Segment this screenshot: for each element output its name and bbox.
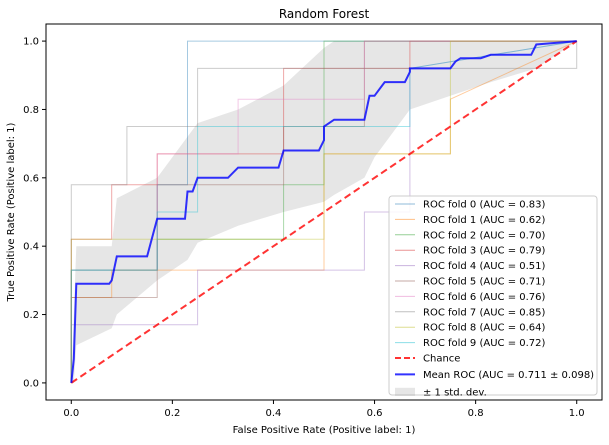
mean-roc-line	[70, 40, 577, 384]
legend-label-fold-0: ROC fold 0 (AUC = 0.83)	[423, 200, 546, 211]
x-tick-label: 1.0	[569, 408, 585, 419]
legend-label-fold-2: ROC fold 2 (AUC = 0.70)	[423, 230, 546, 241]
legend-label-fold-8: ROC fold 8 (AUC = 0.64)	[423, 323, 546, 334]
roc-fold-8-line	[70, 40, 577, 383]
plot-frame	[45, 23, 603, 401]
legend-label-fold-4: ROC fold 4 (AUC = 0.51)	[423, 261, 546, 272]
std-band-layer	[71, 41, 577, 383]
legend-label-fold-1: ROC fold 1 (AUC = 0.62)	[423, 215, 546, 226]
legend-swatch-std	[395, 387, 415, 396]
roc-fold-5-line	[70, 40, 577, 383]
roc-fold-9-line	[70, 40, 577, 383]
roc-fold-0-line	[70, 40, 577, 383]
legend-label-fold-7: ROC fold 7 (AUC = 0.85)	[423, 307, 546, 318]
legend-label-fold-9: ROC fold 9 (AUC = 0.72)	[423, 338, 546, 349]
chart-title: Random Forest	[279, 7, 370, 21]
y-axis-label: True Positive Rate (Positive label: 1)	[6, 122, 17, 302]
y-tick-label: 0.8	[23, 105, 39, 116]
legend-label-mean: Mean ROC (AUC = 0.711 ± 0.098)	[423, 370, 594, 381]
std-band	[71, 41, 577, 383]
mean-roc-layer	[70, 40, 577, 384]
roc-fold-1-line	[70, 40, 577, 383]
y-tick-label: 0.0	[23, 378, 39, 389]
y-axis-ticks: 0.0 0.2 0.4 0.6 0.8 1.0	[23, 37, 46, 389]
legend-frame	[388, 195, 598, 396]
roc-fold-6-line	[70, 40, 577, 383]
y-tick-label: 1.0	[23, 37, 39, 48]
chance-line	[70, 40, 578, 384]
x-tick-label: 0.8	[468, 408, 484, 419]
roc-fold-7-line	[70, 41, 578, 383]
x-tick-label: 0.2	[164, 408, 180, 419]
legend-label-fold-6: ROC fold 6 (AUC = 0.76)	[423, 292, 546, 303]
roc-fold-3-line	[70, 40, 577, 383]
x-axis-label: False Positive Rate (Positive label: 1)	[233, 425, 416, 436]
legend-label-std: ± 1 std. dev.	[423, 387, 487, 398]
y-tick-label: 0.6	[23, 173, 39, 184]
x-axis-ticks: 0.0 0.2 0.4 0.6 0.8 1.0	[63, 400, 585, 419]
y-tick-label: 0.2	[23, 310, 39, 321]
chance-line-layer	[70, 40, 578, 384]
roc-fold-4-line	[70, 40, 577, 383]
legend-label-chance: Chance	[423, 354, 460, 365]
legend-label-fold-5: ROC fold 5 (AUC = 0.71)	[423, 277, 546, 288]
legend-label-fold-3: ROC fold 3 (AUC = 0.79)	[423, 246, 546, 257]
x-tick-label: 0.4	[266, 408, 282, 419]
x-tick-label: 0.6	[367, 408, 383, 419]
y-tick-label: 0.4	[23, 242, 39, 253]
legend: ROC fold 0 (AUC = 0.83) ROC fold 1 (AUC =…	[388, 195, 598, 398]
x-tick-label: 0.0	[63, 408, 79, 419]
